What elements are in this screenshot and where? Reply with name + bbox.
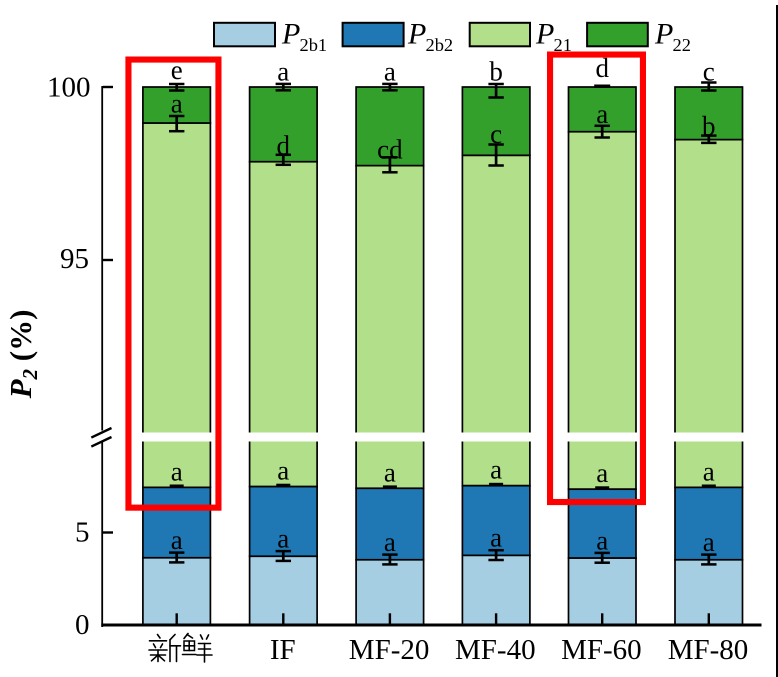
svg-text:b: b	[489, 57, 503, 87]
svg-text:c: c	[490, 119, 502, 149]
svg-text:IF: IF	[270, 634, 296, 666]
svg-text:5: 5	[75, 517, 90, 549]
svg-text:MF-80: MF-80	[668, 634, 749, 666]
svg-text:100: 100	[47, 71, 91, 103]
svg-text:P2 (%): P2 (%)	[3, 310, 42, 400]
svg-text:MF-60: MF-60	[561, 634, 642, 666]
svg-text:cd: cd	[377, 135, 403, 165]
svg-text:21: 21	[554, 35, 572, 55]
svg-text:a: a	[384, 57, 396, 87]
svg-text:22: 22	[673, 35, 691, 55]
svg-text:a: a	[703, 527, 715, 557]
svg-text:MF-20: MF-20	[349, 634, 430, 666]
svg-text:P: P	[654, 18, 673, 51]
svg-text:a: a	[490, 455, 502, 485]
svg-text:a: a	[703, 456, 715, 486]
svg-text:c: c	[703, 57, 715, 87]
svg-text:P: P	[281, 18, 300, 51]
svg-text:P: P	[535, 18, 554, 51]
svg-text:a: a	[171, 456, 183, 486]
svg-text:P: P	[407, 18, 426, 51]
svg-text:d: d	[595, 53, 609, 83]
svg-text:a: a	[171, 89, 183, 119]
svg-text:a: a	[277, 57, 289, 87]
svg-text:a: a	[596, 525, 608, 555]
svg-text:a: a	[490, 523, 502, 553]
svg-text:a: a	[384, 527, 396, 557]
svg-text:a: a	[384, 457, 396, 487]
svg-text:a: a	[596, 99, 608, 129]
svg-text:2b1: 2b1	[300, 35, 328, 55]
svg-text:d: d	[277, 131, 291, 161]
svg-text:a: a	[277, 524, 289, 554]
svg-text:a: a	[277, 456, 289, 486]
svg-text:MF-40: MF-40	[455, 634, 536, 666]
svg-text:a: a	[171, 525, 183, 555]
svg-text:0: 0	[75, 609, 90, 641]
svg-text:a: a	[596, 458, 608, 488]
svg-text:2b2: 2b2	[426, 35, 454, 55]
svg-text:b: b	[702, 111, 716, 141]
svg-text:95: 95	[60, 243, 89, 275]
